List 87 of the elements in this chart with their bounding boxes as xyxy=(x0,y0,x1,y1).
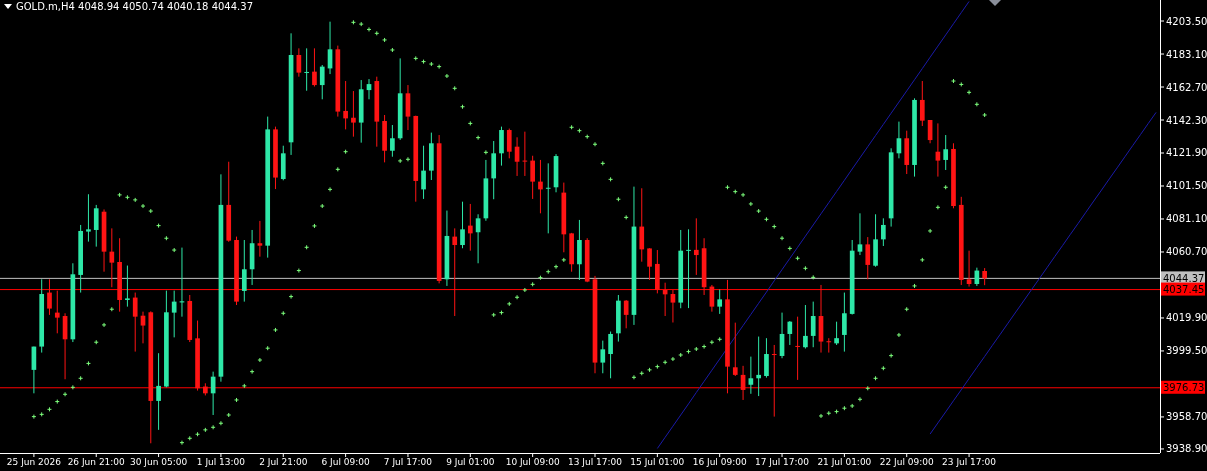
candlestick xyxy=(538,159,543,214)
ref-line-label: 3976.73 xyxy=(1163,382,1205,394)
candlestick xyxy=(460,201,465,249)
y-tick-label: 4121.90 xyxy=(1166,147,1207,159)
x-tick-label: 13 Jul 17:00 xyxy=(568,457,623,467)
candlestick xyxy=(467,203,473,252)
candlestick xyxy=(93,204,99,248)
y-tick-label: 4019.90 xyxy=(1166,312,1207,324)
candlestick xyxy=(748,356,754,395)
candlestick xyxy=(257,220,263,258)
x-tick-label: 30 Jun 05:00 xyxy=(129,457,188,467)
x-tick-label: 23 Jul 17:00 xyxy=(942,457,997,467)
candlestick xyxy=(834,321,839,346)
candlestick xyxy=(639,187,645,263)
candlestick xyxy=(171,290,177,338)
candlestick xyxy=(623,299,629,329)
candlestick xyxy=(966,250,972,288)
candlestick xyxy=(351,90,356,138)
candlestick xyxy=(919,80,925,127)
candlestick xyxy=(826,337,832,354)
candlestick xyxy=(810,301,816,348)
candlestick xyxy=(241,239,247,303)
candlestick xyxy=(506,128,512,159)
candlestick xyxy=(842,292,847,353)
x-tick-label: 10 Jul 09:00 xyxy=(505,457,560,467)
ref-line-label: 4037.45 xyxy=(1163,284,1205,296)
candlestick xyxy=(304,47,309,92)
x-tick-label: 9 Jul 01:00 xyxy=(446,457,495,467)
candlestick xyxy=(881,217,886,247)
chart-title: GOLD.m,H4 4048.94 4050.74 4040.18 4044.37 xyxy=(16,1,253,12)
candlestick xyxy=(132,292,138,353)
x-tick-label: 22 Jul 09:00 xyxy=(879,457,934,467)
candlestick xyxy=(686,228,691,309)
candlestick xyxy=(771,344,777,418)
candlestick xyxy=(312,47,317,88)
candlestick xyxy=(47,278,52,316)
candlestick xyxy=(452,227,458,317)
y-tick-label: 4101.50 xyxy=(1166,180,1207,192)
candlestick xyxy=(865,236,871,280)
candlestick xyxy=(647,247,652,281)
y-tick-label: 4162.70 xyxy=(1166,81,1207,93)
candlestick xyxy=(608,331,613,379)
candlestick xyxy=(787,320,793,346)
y-tick-label: 4203.50 xyxy=(1166,15,1207,27)
candlestick xyxy=(795,316,800,381)
y-tick-label: 3958.70 xyxy=(1166,411,1207,423)
x-tick-label: 15 Jul 01:00 xyxy=(630,457,685,467)
line-series xyxy=(929,111,1157,435)
x-tick-label: 7 Jul 17:00 xyxy=(383,457,433,467)
candlestick xyxy=(764,337,769,379)
x-tick-label: 21 Jul 01:00 xyxy=(817,457,872,467)
x-tick-label: 25 Jun 2026 xyxy=(6,457,62,467)
candlestick xyxy=(421,145,426,200)
y-tick-label: 4142.30 xyxy=(1166,114,1207,126)
x-tick-label: 17 Jul 17:00 xyxy=(755,457,810,467)
x-tick-label: 1 Jul 13:00 xyxy=(196,457,246,467)
line-series xyxy=(656,0,970,449)
x-tick-label: 2 Jul 21:00 xyxy=(259,457,308,467)
y-tick-label: 4060.70 xyxy=(1166,246,1207,258)
x-tick-label: 16 Jul 09:00 xyxy=(692,457,747,467)
candlestick xyxy=(390,124,395,158)
candlestick xyxy=(732,322,738,377)
candlestick xyxy=(530,155,535,200)
candlestick xyxy=(803,304,808,350)
candlestick xyxy=(756,336,761,397)
candlestick xyxy=(156,352,161,431)
y-tick-label: 4183.10 xyxy=(1166,48,1207,60)
candlestick xyxy=(600,340,606,374)
candlestick xyxy=(499,126,504,167)
x-tick-label: 26 Jun 21:00 xyxy=(67,457,126,467)
candlestick xyxy=(86,193,91,243)
candlestick xyxy=(717,288,723,315)
candlestick xyxy=(545,162,551,234)
ref-line-label: 4044.37 xyxy=(1163,272,1205,284)
candlestick xyxy=(319,64,325,100)
candlestick xyxy=(670,289,676,323)
candlestick xyxy=(54,290,60,334)
candlestick xyxy=(125,265,130,308)
candlestick xyxy=(343,80,348,130)
y-tick-label: 4081.10 xyxy=(1166,213,1207,225)
y-tick-label: 3938.90 xyxy=(1166,443,1207,455)
y-tick-label: 3999.50 xyxy=(1166,345,1207,357)
candlestick xyxy=(109,227,115,288)
candlestick xyxy=(943,134,949,171)
candlestick xyxy=(857,212,863,256)
x-tick-label: 6 Jul 09:00 xyxy=(321,457,371,467)
candlestick xyxy=(693,217,699,276)
